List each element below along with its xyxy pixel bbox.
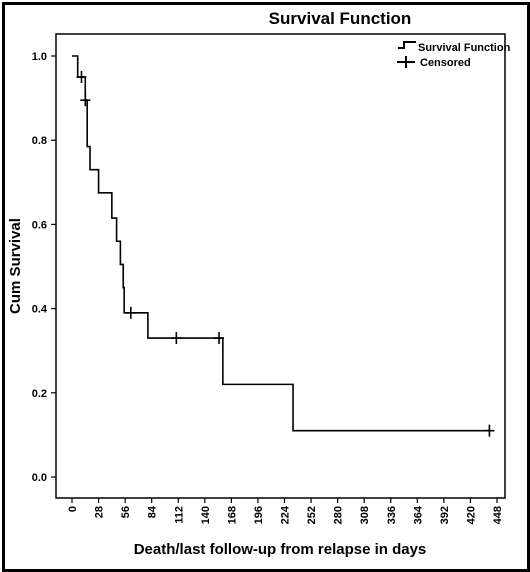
legend-survival-swatch xyxy=(398,41,416,49)
x-tick-label: 140 xyxy=(200,506,212,524)
x-tick-label: 0 xyxy=(67,506,79,512)
censored-marker xyxy=(214,332,225,345)
y-tick-label: 0.4 xyxy=(32,304,48,316)
x-tick-label: 112 xyxy=(173,506,185,524)
x-axis: 0 28 56 84 112 140 168 196 224 252 280 308 336 364 392… xyxy=(67,498,504,524)
y-tick-label: 0.0 xyxy=(32,472,47,484)
censored-marker xyxy=(80,94,91,107)
legend-survival-label: Survival Function xyxy=(418,42,511,54)
x-tick-label: 28 xyxy=(94,506,106,518)
chart-title: Survival Function xyxy=(269,9,412,28)
y-tick-label: 0.2 xyxy=(32,388,47,400)
y-tick-label: 0.8 xyxy=(32,135,47,147)
y-tick-label: 0.6 xyxy=(32,219,47,231)
legend: Survival Function Censored xyxy=(397,41,511,69)
plot-border xyxy=(55,33,506,499)
censored-marker xyxy=(76,71,87,84)
censored-marker xyxy=(125,306,136,319)
survival-step-line xyxy=(72,55,490,432)
y-axis-label: Cum Survival xyxy=(7,218,24,314)
legend-censored-swatch xyxy=(397,56,415,68)
x-tick-label: 84 xyxy=(147,505,159,518)
censored-marker xyxy=(171,332,182,345)
y-axis: 0.0 0.2 0.4 0.6 0.8 1.0 xyxy=(32,51,56,484)
x-tick-label: 336 xyxy=(386,506,398,524)
x-tick-label: 392 xyxy=(439,506,451,524)
x-tick-label: 448 xyxy=(492,506,504,524)
plot-area xyxy=(55,33,506,499)
x-axis-label: Death/last follow-up from relapse in day… xyxy=(134,541,427,558)
x-tick-label: 56 xyxy=(120,506,132,518)
x-tick-label: 224 xyxy=(280,505,292,524)
legend-censored-label: Censored xyxy=(420,57,471,69)
x-tick-label: 252 xyxy=(306,506,318,524)
series-layer xyxy=(72,55,495,437)
x-tick-label: 196 xyxy=(253,506,265,524)
x-tick-label: 420 xyxy=(465,506,477,524)
x-tick-label: 280 xyxy=(333,506,345,524)
x-tick-label: 168 xyxy=(226,506,238,524)
censored-marker xyxy=(484,424,495,437)
x-tick-label: 364 xyxy=(412,505,424,524)
x-tick-label: 308 xyxy=(359,506,371,524)
y-tick-label: 1.0 xyxy=(32,51,47,63)
